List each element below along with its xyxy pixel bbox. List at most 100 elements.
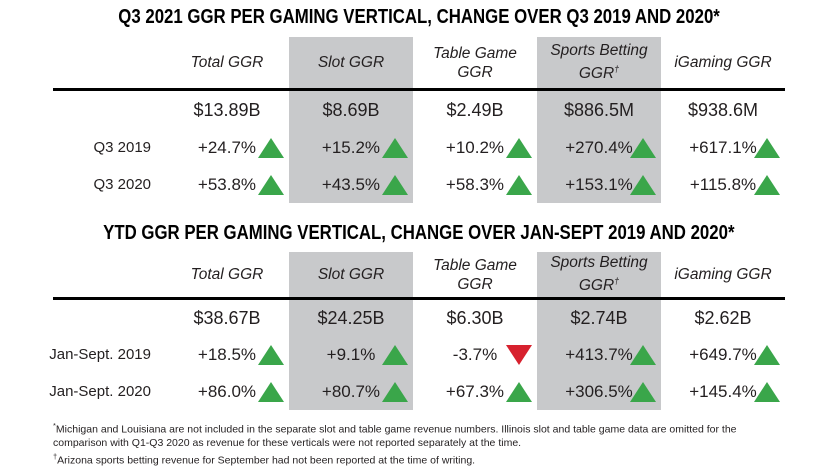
column-header-2: Table Game GGR: [413, 37, 537, 91]
change-value: +617.1%: [689, 137, 757, 157]
column-header-0: Total GGR: [165, 37, 289, 91]
down-arrow-icon: [506, 344, 532, 365]
table-title: YTD GGR PER GAMING VERTICAL, CHANGE OVER…: [0, 222, 838, 246]
value-row-label: [53, 91, 165, 129]
change-cell: +306.5%: [537, 373, 661, 410]
row-label: Jan-Sept. 2020: [49, 383, 151, 400]
column-header-3: Sports Betting GGR†: [537, 252, 661, 300]
column-header-line1: Slot GGR: [317, 266, 385, 283]
footnote-2: †Arizona sports betting revenue for Sept…: [53, 450, 791, 468]
ggr-value: $2.49B: [446, 99, 504, 120]
up-arrow-icon: [258, 174, 284, 195]
footnotes: *Michigan and Louisiana are not included…: [53, 419, 791, 467]
change-cell: +617.1%: [661, 129, 785, 166]
column-header-line1: Table Game: [433, 44, 517, 62]
up-arrow-icon: [754, 381, 780, 402]
change-value: +15.2%: [321, 137, 381, 157]
column-header-line1: Slot GGR: [317, 54, 385, 71]
change-value: -3.7%: [452, 344, 498, 364]
table-title-text: Q3 2021 GGR PER GAMING VERTICAL, CHANGE …: [118, 6, 720, 28]
value-row-label: [53, 300, 165, 336]
up-arrow-icon: [754, 344, 780, 365]
ggr-value: $24.25B: [289, 300, 413, 336]
table-section-1: Q3 2021 GGR PER GAMING VERTICAL, CHANGE …: [0, 6, 838, 203]
column-header-4: iGaming GGR: [661, 37, 785, 91]
row-label: Q3 2020: [93, 176, 151, 193]
column-header-2: Table Game GGR: [413, 252, 537, 300]
change-value: +43.5%: [321, 174, 381, 194]
change-cell: +43.5%: [289, 166, 413, 203]
column-header-line2: GGR: [457, 275, 493, 293]
ggr-table-1: Total GGR Slot GGR Table Game GGR Sports Bet…: [53, 37, 785, 203]
row-label: Jan-Sept. 2019: [49, 346, 151, 363]
column-header-1: Slot GGR: [289, 37, 413, 91]
ggr-table-2: Total GGR Slot GGR Table Game GGR Sports Bet…: [49, 252, 785, 410]
column-header-1: Slot GGR: [289, 252, 413, 300]
tables-container: Q3 2021 GGR PER GAMING VERTICAL, CHANGE …: [0, 6, 838, 410]
change-value: +58.3%: [445, 174, 505, 194]
footnote-text: Arizona sports betting revenue for Septe…: [57, 454, 476, 466]
change-value: +24.7%: [197, 137, 257, 157]
change-value: +306.5%: [565, 381, 633, 401]
change-cell: +24.7%: [165, 129, 289, 166]
table-title-text: YTD GGR PER GAMING VERTICAL, CHANGE OVER…: [103, 222, 735, 244]
up-arrow-icon: [630, 137, 656, 158]
up-arrow-icon: [506, 174, 532, 195]
ggr-value: $938.6M: [687, 99, 759, 120]
change-cell: +649.7%: [661, 336, 785, 373]
change-cell: +413.7%: [537, 336, 661, 373]
change-value: +115.8%: [689, 174, 757, 194]
up-arrow-icon: [382, 174, 408, 195]
footnote-1: *Michigan and Louisiana are not included…: [53, 419, 791, 450]
change-value: +86.0%: [197, 381, 257, 401]
row-label-header: [53, 252, 165, 300]
table-section-2: YTD GGR PER GAMING VERTICAL, CHANGE OVER…: [0, 222, 838, 410]
change-value: +18.5%: [197, 344, 257, 364]
column-header-3: Sports Betting GGR†: [537, 37, 661, 91]
change-value: +10.2%: [445, 137, 505, 157]
up-arrow-icon: [754, 137, 780, 158]
footnote-marker: †: [53, 451, 58, 461]
up-arrow-icon: [258, 137, 284, 158]
ggr-value: $38.67B: [193, 307, 261, 328]
up-arrow-icon: [382, 381, 408, 402]
change-cell: +67.3%: [413, 373, 537, 410]
column-header-line1: Total GGR: [190, 54, 264, 71]
ggr-value: $13.89B: [193, 99, 261, 120]
change-value: +649.7%: [689, 344, 757, 364]
column-header-line1: Total GGR: [190, 266, 264, 283]
column-header-line1: iGaming GGR: [674, 54, 772, 71]
footnote-marker: *: [53, 421, 56, 430]
column-header-line1: Table Game: [433, 256, 517, 274]
column-header-line1: Sports Betting: [550, 254, 648, 272]
change-cell: +10.2%: [413, 129, 537, 166]
change-cell: +153.1%: [537, 166, 661, 203]
up-arrow-icon: [630, 174, 656, 195]
ggr-value: $8.69B: [289, 91, 413, 129]
column-header-line1: Sports Betting: [550, 42, 648, 60]
change-cell: -3.7%: [413, 336, 537, 373]
column-header-line1: iGaming GGR: [674, 266, 772, 283]
up-arrow-icon: [382, 344, 408, 365]
footnote-text: Michigan and Louisiana are not included …: [53, 423, 737, 449]
change-cell: +15.2%: [289, 129, 413, 166]
change-value: +9.1%: [326, 344, 376, 364]
dagger-footnote-marker: †: [614, 276, 620, 287]
change-value: +153.1%: [565, 174, 633, 194]
column-header-0: Total GGR: [165, 252, 289, 300]
change-value: +145.4%: [689, 381, 757, 401]
up-arrow-icon: [754, 174, 780, 195]
change-cell: +145.4%: [661, 373, 785, 410]
ggr-value: $6.30B: [446, 307, 504, 328]
column-header-4: iGaming GGR: [661, 252, 785, 300]
row-label-header: [53, 37, 165, 91]
change-value: +413.7%: [565, 344, 633, 364]
change-value: +53.8%: [197, 174, 257, 194]
change-cell: +86.0%: [165, 373, 289, 410]
up-arrow-icon: [258, 381, 284, 402]
up-arrow-icon: [506, 381, 532, 402]
change-value: +80.7%: [321, 381, 381, 401]
column-header-line2: GGR†: [578, 64, 620, 83]
change-cell: +58.3%: [413, 166, 537, 203]
